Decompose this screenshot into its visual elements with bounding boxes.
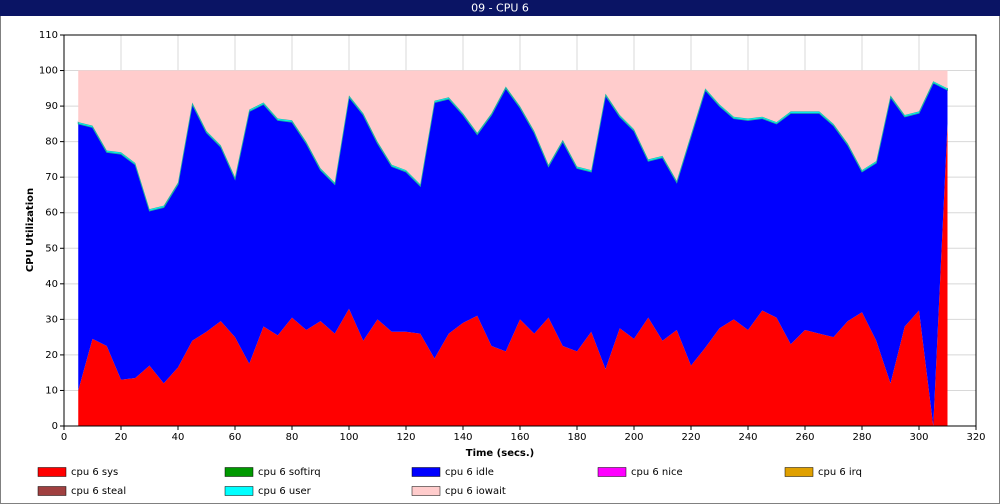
y-tick-label: 30 bbox=[45, 314, 58, 325]
area bbox=[78, 123, 948, 426]
y-tick-label: 60 bbox=[45, 208, 58, 219]
legend-swatch bbox=[411, 486, 441, 496]
x-tick-label: 320 bbox=[966, 432, 985, 443]
legend-swatch bbox=[784, 467, 814, 477]
legend-label: cpu 6 iowait bbox=[445, 486, 506, 497]
legend-swatch bbox=[224, 486, 254, 496]
x-tick-label: 80 bbox=[286, 432, 299, 443]
x-tick-label: 20 bbox=[115, 432, 128, 443]
x-tick-label: 260 bbox=[795, 432, 814, 443]
chart-title: 09 - CPU 6 bbox=[471, 2, 529, 15]
y-axis-label: CPU Utilization bbox=[25, 188, 36, 272]
area bbox=[78, 82, 948, 427]
title-bar bbox=[0, 0, 1000, 16]
x-tick-label: 120 bbox=[396, 432, 415, 443]
x-tick-label: 140 bbox=[453, 432, 472, 443]
y-tick-label: 50 bbox=[45, 243, 58, 254]
x-tick-label: 60 bbox=[229, 432, 242, 443]
legend-label: cpu 6 sys bbox=[71, 467, 118, 478]
legend-label: cpu 6 user bbox=[258, 486, 312, 497]
legend-label: cpu 6 irq bbox=[818, 467, 862, 478]
y-tick-label: 0 bbox=[52, 421, 58, 432]
y-tick-label: 20 bbox=[45, 350, 58, 361]
legend: cpu 6 sys cpu 6 softirq cpu 6 idle cpu 6 ni… bbox=[37, 467, 862, 497]
x-tick-label: 200 bbox=[624, 432, 643, 443]
y-tick-label: 10 bbox=[45, 385, 58, 396]
x-tick-label: 180 bbox=[567, 432, 586, 443]
legend-swatch bbox=[597, 467, 627, 477]
x-tick-label: 0 bbox=[61, 432, 67, 443]
x-axis-label: Time (secs.) bbox=[466, 448, 535, 459]
legend-swatch bbox=[37, 486, 67, 496]
x-tick-label: 240 bbox=[738, 432, 757, 443]
area bbox=[78, 70, 948, 210]
legend-swatch bbox=[37, 467, 67, 477]
legend-label: cpu 6 idle bbox=[445, 467, 494, 478]
y-tick-label: 40 bbox=[45, 279, 58, 290]
y-tick-label: 80 bbox=[45, 137, 58, 148]
y-tick-label: 90 bbox=[45, 101, 58, 112]
x-tick-label: 40 bbox=[172, 432, 185, 443]
y-tick-label: 110 bbox=[39, 30, 58, 41]
legend-swatch bbox=[411, 467, 441, 477]
areas bbox=[77, 70, 948, 427]
legend-label: cpu 6 steal bbox=[71, 486, 126, 497]
y-tick-label: 70 bbox=[45, 172, 58, 183]
x-tick-label: 300 bbox=[909, 432, 928, 443]
legend-swatch bbox=[224, 467, 254, 477]
legend-label: cpu 6 nice bbox=[631, 467, 683, 478]
y-tick-label: 100 bbox=[39, 66, 58, 77]
x-tick-label: 280 bbox=[852, 432, 871, 443]
x-tick-label: 100 bbox=[339, 432, 358, 443]
x-tick-label: 220 bbox=[681, 432, 700, 443]
legend-label: cpu 6 softirq bbox=[258, 467, 321, 478]
x-tick-label: 160 bbox=[510, 432, 529, 443]
